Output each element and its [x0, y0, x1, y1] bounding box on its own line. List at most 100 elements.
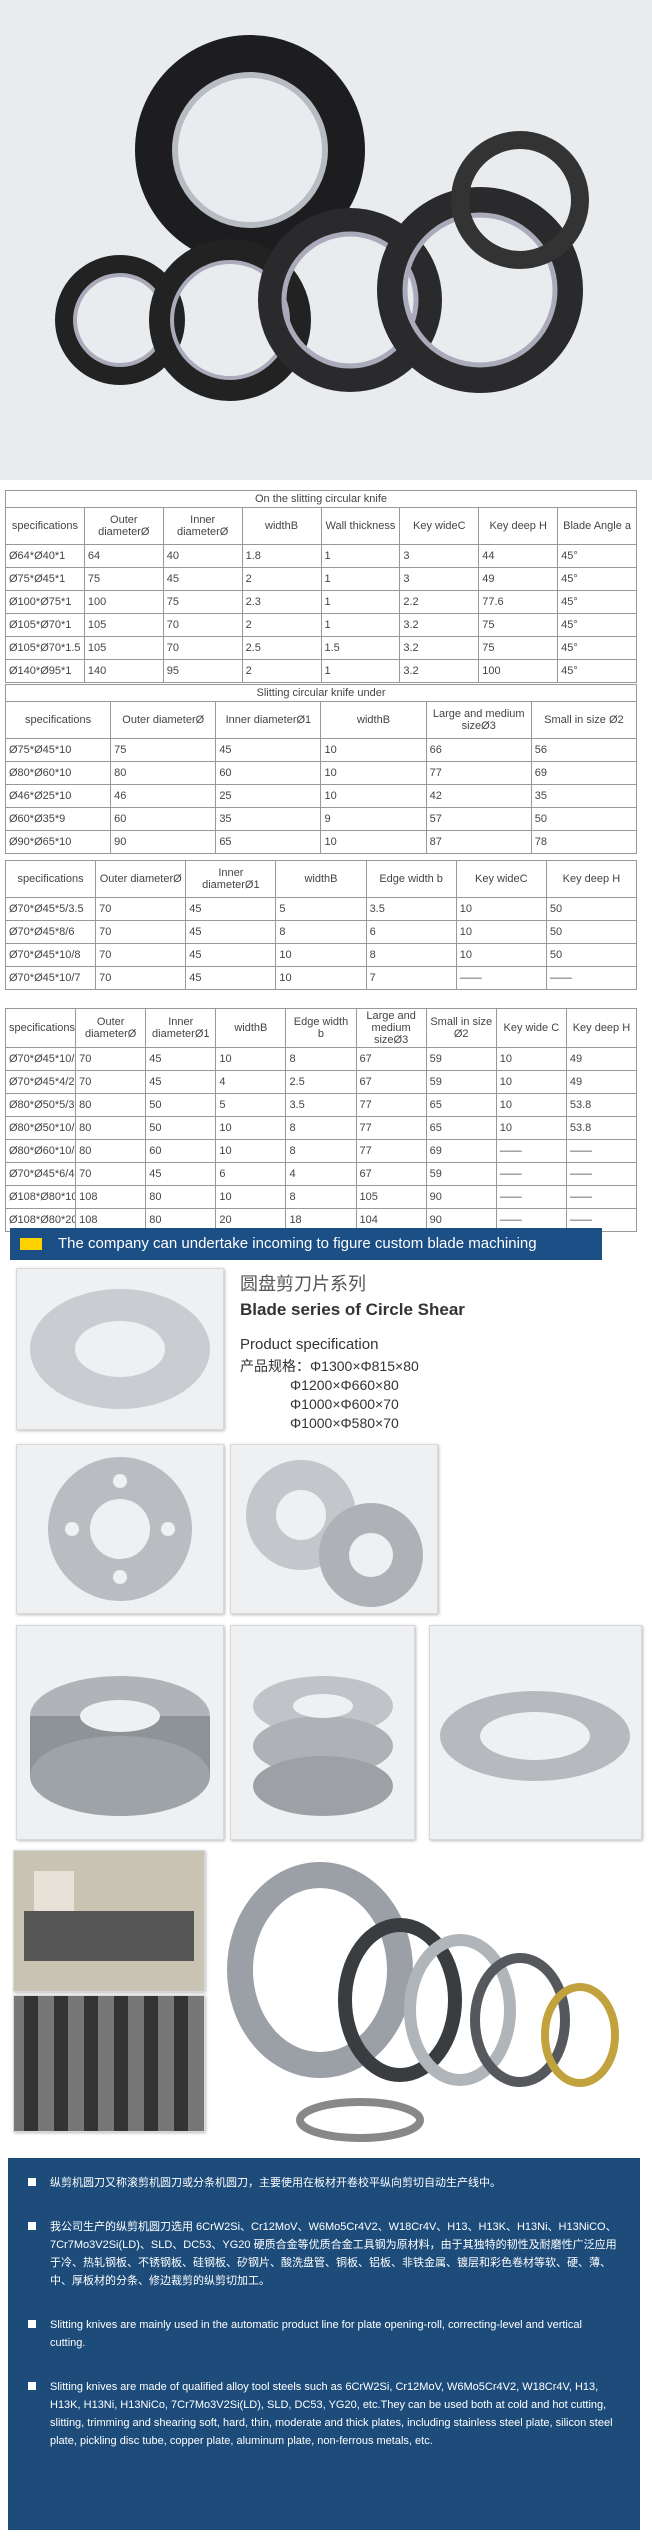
table: Slitting circular knife under specificati… [4, 684, 638, 854]
table-cell: 67 [355, 1047, 427, 1071]
table-row: Ø80*Ø50*10/8 80 50 10 8 77 65 10 53.8 [4, 1116, 638, 1140]
spec-line: 产品规格：Φ1300×Φ815×80 [240, 1358, 419, 1374]
header-cell: Blade Angle a [557, 507, 637, 545]
table-cell: —— [565, 1139, 638, 1163]
banner-icon [20, 1238, 42, 1250]
table-cell: 100 [83, 590, 164, 614]
table-cell: Ø70*Ø45*10/8 [4, 1047, 77, 1071]
table-cell: 50 [545, 943, 638, 967]
table-row: Ø70*Ø45*6/4 70 45 6 4 67 59 —— —— [4, 1162, 638, 1186]
table-row: Ø108*Ø80*10/81088010810590———— [4, 1185, 638, 1209]
table-cell: Ø90*Ø65*10 [4, 830, 112, 854]
table-cell: 70 [75, 1047, 147, 1071]
header-cell: Key deep H [565, 1008, 638, 1048]
table-cell: 45° [557, 567, 637, 591]
table-cell: 59 [425, 1070, 497, 1094]
table-cell: 2 [241, 613, 322, 637]
banner: The company can undertake incoming to fi… [10, 1228, 602, 1260]
table-cell: Ø80*Ø60*10/8 [4, 1139, 77, 1163]
table-cell: Ø46*Ø25*10 [4, 784, 112, 808]
table-cell: 59 [425, 1162, 497, 1186]
table-cell: 10 [495, 1116, 567, 1140]
header-cell: specifications [5, 507, 85, 545]
table-cell: 8 [285, 1139, 357, 1163]
table-cell: 70 [162, 613, 243, 637]
table-cell: Ø100*Ø75*1 [5, 590, 85, 614]
product-info: 圆盘剪刀片系列 Blade series of Circle Shear Pro… [240, 1270, 640, 1433]
header-cell: Small in size Ø2 [425, 1008, 497, 1048]
table: specifications Outer diameterØ Inner diame… [4, 1008, 638, 1232]
table-cell: 57 [425, 807, 532, 831]
table-cell: 10 [455, 943, 547, 967]
table-cell: Ø70*Ø45*10/8 [4, 943, 97, 967]
table-cell: Ø80*Ø50*10/8 [4, 1116, 77, 1140]
table-cell: 70 [162, 636, 243, 660]
table-cell: —— [565, 1162, 638, 1186]
table-cell: 77.6 [478, 590, 559, 614]
product-photo [230, 1625, 415, 1840]
table-cell: 45 [185, 920, 277, 944]
table-cell: 50 [145, 1093, 217, 1117]
table-row: Ø70*Ø45*8/6 70 45 8 6 10 50 [4, 920, 638, 944]
table-cell: 10 [215, 1185, 287, 1209]
table-cell: 10 [320, 761, 427, 785]
blades-photo [210, 1850, 640, 2155]
table-cell: —— [565, 1185, 638, 1209]
table-cell: 108 [75, 1185, 147, 1209]
title-en: Blade series of Circle Shear [240, 1300, 465, 1319]
table-cell: 70 [95, 920, 187, 944]
table-cell: 1 [320, 613, 401, 637]
table-cell: 45° [557, 613, 637, 637]
table-cell: 8 [285, 1116, 357, 1140]
table-cell: 49 [565, 1070, 638, 1094]
table-cell: Ø70*Ø45*4/2.5 [4, 1070, 77, 1094]
table-cell: Ø108*Ø80*10/8 [4, 1185, 77, 1209]
table-cell: 3.2 [399, 613, 480, 637]
header-cell: Key deep H [478, 507, 559, 545]
table-cell: 105 [355, 1185, 427, 1209]
table-cell: 10 [275, 966, 367, 990]
table-cell: 10 [320, 738, 427, 762]
table-cell: 67 [355, 1070, 427, 1094]
product-photo [16, 1444, 224, 1614]
table-cell: 46 [110, 784, 217, 808]
header-cell: Outer diameterØ [83, 507, 164, 545]
table-cell: 60 [145, 1139, 217, 1163]
table-cell: 78 [530, 830, 638, 854]
table-cell: 3 [399, 567, 480, 591]
header-cell: Key wideC [455, 860, 547, 898]
table-cell: 70 [95, 966, 187, 990]
table-cell: 3.2 [399, 659, 480, 683]
table-row: Ø100*Ø75*1 100 75 2.3 1 2.2 77.6 45° [5, 590, 637, 614]
table-cell: —— [495, 1162, 567, 1186]
table-cell: Ø75*Ø45*10 [4, 738, 112, 762]
header-row: specifications Outer diameterØ Inner diame… [4, 701, 638, 739]
table-cell: 2 [241, 659, 322, 683]
table-cell: 1 [320, 590, 401, 614]
table-cell: 10 [455, 897, 547, 921]
table-cell: 75 [110, 738, 217, 762]
table-cell: 66 [425, 738, 532, 762]
table: specifications Outer diameterØ Inner diame… [4, 860, 638, 990]
table-cell: 40 [162, 544, 243, 568]
table-cell: 70 [95, 943, 187, 967]
table-cell: 2.3 [241, 590, 322, 614]
table-cell: 50 [530, 807, 638, 831]
table-cell: —— [495, 1185, 567, 1209]
description-paragraph: Slitting knives are mainly used in the a… [28, 2316, 620, 2352]
table-cell: 45 [162, 567, 243, 591]
table-cell: 35 [530, 784, 638, 808]
header-cell: Wall thickness [320, 507, 401, 545]
table-row: Ø70*Ø45*10/8 70 45 10 8 67 59 10 49 [4, 1047, 638, 1071]
table-cell: 80 [110, 761, 217, 785]
table-cell: 70 [95, 897, 187, 921]
table-cell: 75 [478, 613, 559, 637]
table-row: Ø90*Ø65*10 90 65 10 87 78 [4, 830, 638, 854]
table-cell: 5 [275, 897, 367, 921]
table-row: Ø80*Ø60*10/8 80 60 10 8 77 69 —— —— [4, 1139, 638, 1163]
product-photo [230, 1444, 438, 1614]
description-paragraph: 我公司生产的纵剪机圆刀选用 6CrW2Si、Cr12MoV、W6Mo5Cr4V2… [28, 2218, 620, 2290]
table-cell: Ø105*Ø70*1.5 [5, 636, 85, 660]
